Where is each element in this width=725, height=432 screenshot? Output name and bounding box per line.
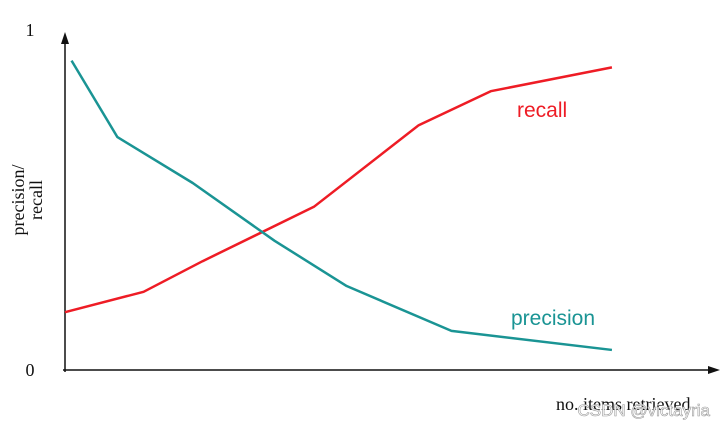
series-label: precision	[511, 307, 595, 330]
y-axis-label-line: recall	[26, 180, 46, 220]
watermark: CSDN @victayria	[578, 401, 711, 420]
x-axis-arrow	[708, 366, 720, 374]
y-tick-label: 0	[26, 360, 35, 380]
y-tick-label: 1	[26, 20, 35, 40]
y-axis-label-line: precision/	[8, 165, 28, 236]
y-axis-label: precision/ recall	[8, 165, 46, 236]
x-axis-label: no. items retrieved	[556, 394, 690, 414]
y-axis-arrow	[61, 32, 69, 44]
series-label: recall	[517, 99, 567, 122]
series-line	[64, 66, 613, 314]
series-line	[70, 59, 613, 352]
